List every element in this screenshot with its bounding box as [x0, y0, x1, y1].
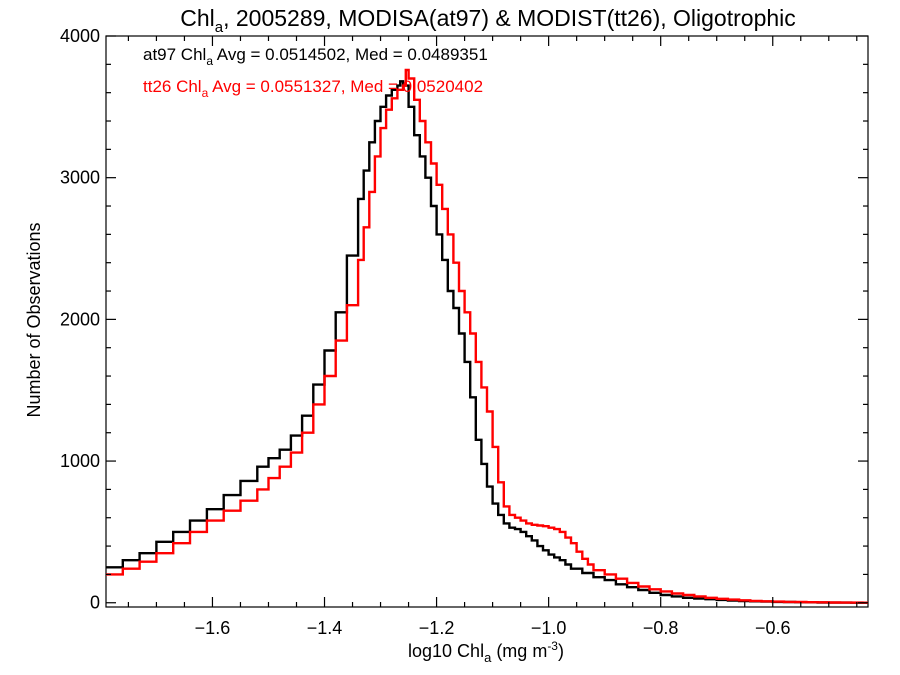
- x-tick-label: −0.8: [643, 618, 679, 638]
- x-tick-label: −0.6: [755, 618, 791, 638]
- y-tick-label: 4000: [60, 26, 100, 46]
- annotation-at97: at97 Chla Avg = 0.0514502, Med = 0.04893…: [143, 45, 488, 68]
- series-line-at97: [106, 80, 868, 604]
- x-tick-label: −1.4: [307, 618, 343, 638]
- x-tick-label: −1.0: [531, 618, 567, 638]
- x-axis: −1.6 −1.4 −1.2 −1.0 −0.8 −0.6: [127, 36, 858, 638]
- series-layer: [106, 68, 868, 604]
- annotation-tt26: tt26 Chla Avg = 0.0551327, Med = 0.05204…: [143, 77, 483, 100]
- x-axis-label: log10 Chla (mg m-3): [408, 639, 564, 665]
- series-line-tt26: [106, 68, 868, 604]
- y-tick-label: 2000: [60, 309, 100, 329]
- y-tick-label: 3000: [60, 168, 100, 188]
- y-axis-label: Number of Observations: [24, 222, 44, 417]
- chart-title: Chla, 2005289, MODISA(at97) & MODIST(tt2…: [180, 5, 796, 36]
- plot-frame: [105, 35, 869, 608]
- x-tick-label: −1.2: [419, 618, 455, 638]
- y-tick-label: 0: [90, 593, 100, 613]
- plot-area: [105, 35, 869, 608]
- x-tick-label: −1.6: [195, 618, 231, 638]
- y-tick-label: 1000: [60, 451, 100, 471]
- y-axis: 0 1000 2000 3000 4000: [60, 26, 868, 613]
